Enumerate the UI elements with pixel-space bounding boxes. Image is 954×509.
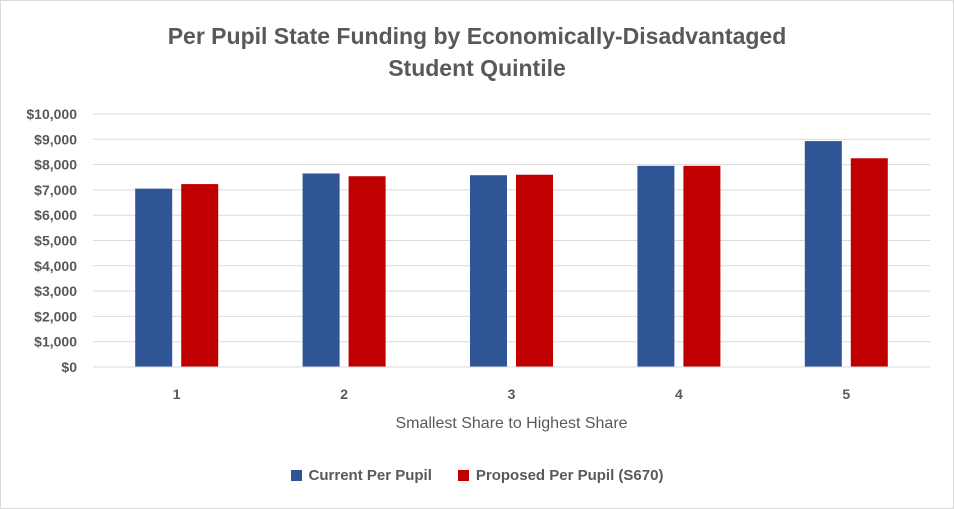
x-tick-label: 1 xyxy=(173,386,181,402)
y-tick-label: $8,000 xyxy=(34,157,77,173)
x-tick-label: 2 xyxy=(340,386,348,402)
bar-proposed-4 xyxy=(683,165,721,367)
y-tick-label: $10,000 xyxy=(26,106,77,122)
bar-current-5 xyxy=(804,141,842,367)
bar-proposed-2 xyxy=(348,176,386,367)
bar-current-4 xyxy=(637,165,675,367)
y-tick-label: $7,000 xyxy=(34,182,77,198)
gridlines xyxy=(93,113,930,343)
y-tick-label: $3,000 xyxy=(34,283,77,299)
y-tick-label: $9,000 xyxy=(34,131,77,147)
y-tick-label: $6,000 xyxy=(34,207,77,223)
bars xyxy=(135,141,888,367)
chart-title-line-1: Per Pupil State Funding by Economically-… xyxy=(167,23,787,49)
legend: Current Per Pupil Proposed Per Pupil (S6… xyxy=(0,467,954,484)
bar-current-1 xyxy=(135,188,173,367)
legend-swatch-current xyxy=(290,470,302,481)
legend-swatch-proposed xyxy=(457,470,469,481)
bar-proposed-1 xyxy=(181,184,219,367)
x-tick-labels: 1 2 3 4 5 xyxy=(173,386,851,402)
y-tick-label: $1,000 xyxy=(34,334,77,350)
chart-title-line-2: Student Quintile xyxy=(388,55,566,81)
y-tick-label: $4,000 xyxy=(34,258,77,274)
legend-label-current: Current Per Pupil xyxy=(308,467,432,484)
y-tick-label: $2,000 xyxy=(34,308,77,324)
chart-title: Per Pupil State Funding by Economically-… xyxy=(0,20,954,84)
y-tick-label: $0 xyxy=(61,359,77,375)
bar-proposed-5 xyxy=(850,158,888,367)
y-tick-labels: $0 $1,000 $2,000 $3,000 $4,000 $5,000 $6,000 $7… xyxy=(26,106,77,375)
x-tick-label: 4 xyxy=(675,386,683,402)
legend-label-proposed: Proposed Per Pupil (S670) xyxy=(475,467,664,484)
legend-item-current: Current Per Pupil xyxy=(290,467,432,484)
bar-current-2 xyxy=(302,173,340,367)
legend-item-proposed: Proposed Per Pupil (S670) xyxy=(457,467,664,484)
x-axis-label: Smallest Share to Highest Share xyxy=(395,415,627,432)
x-tick-label: 3 xyxy=(508,386,516,402)
y-tick-label: $5,000 xyxy=(34,233,77,249)
bar-proposed-3 xyxy=(516,174,553,367)
bar-current-3 xyxy=(470,175,507,367)
x-tick-label: 5 xyxy=(842,386,850,402)
